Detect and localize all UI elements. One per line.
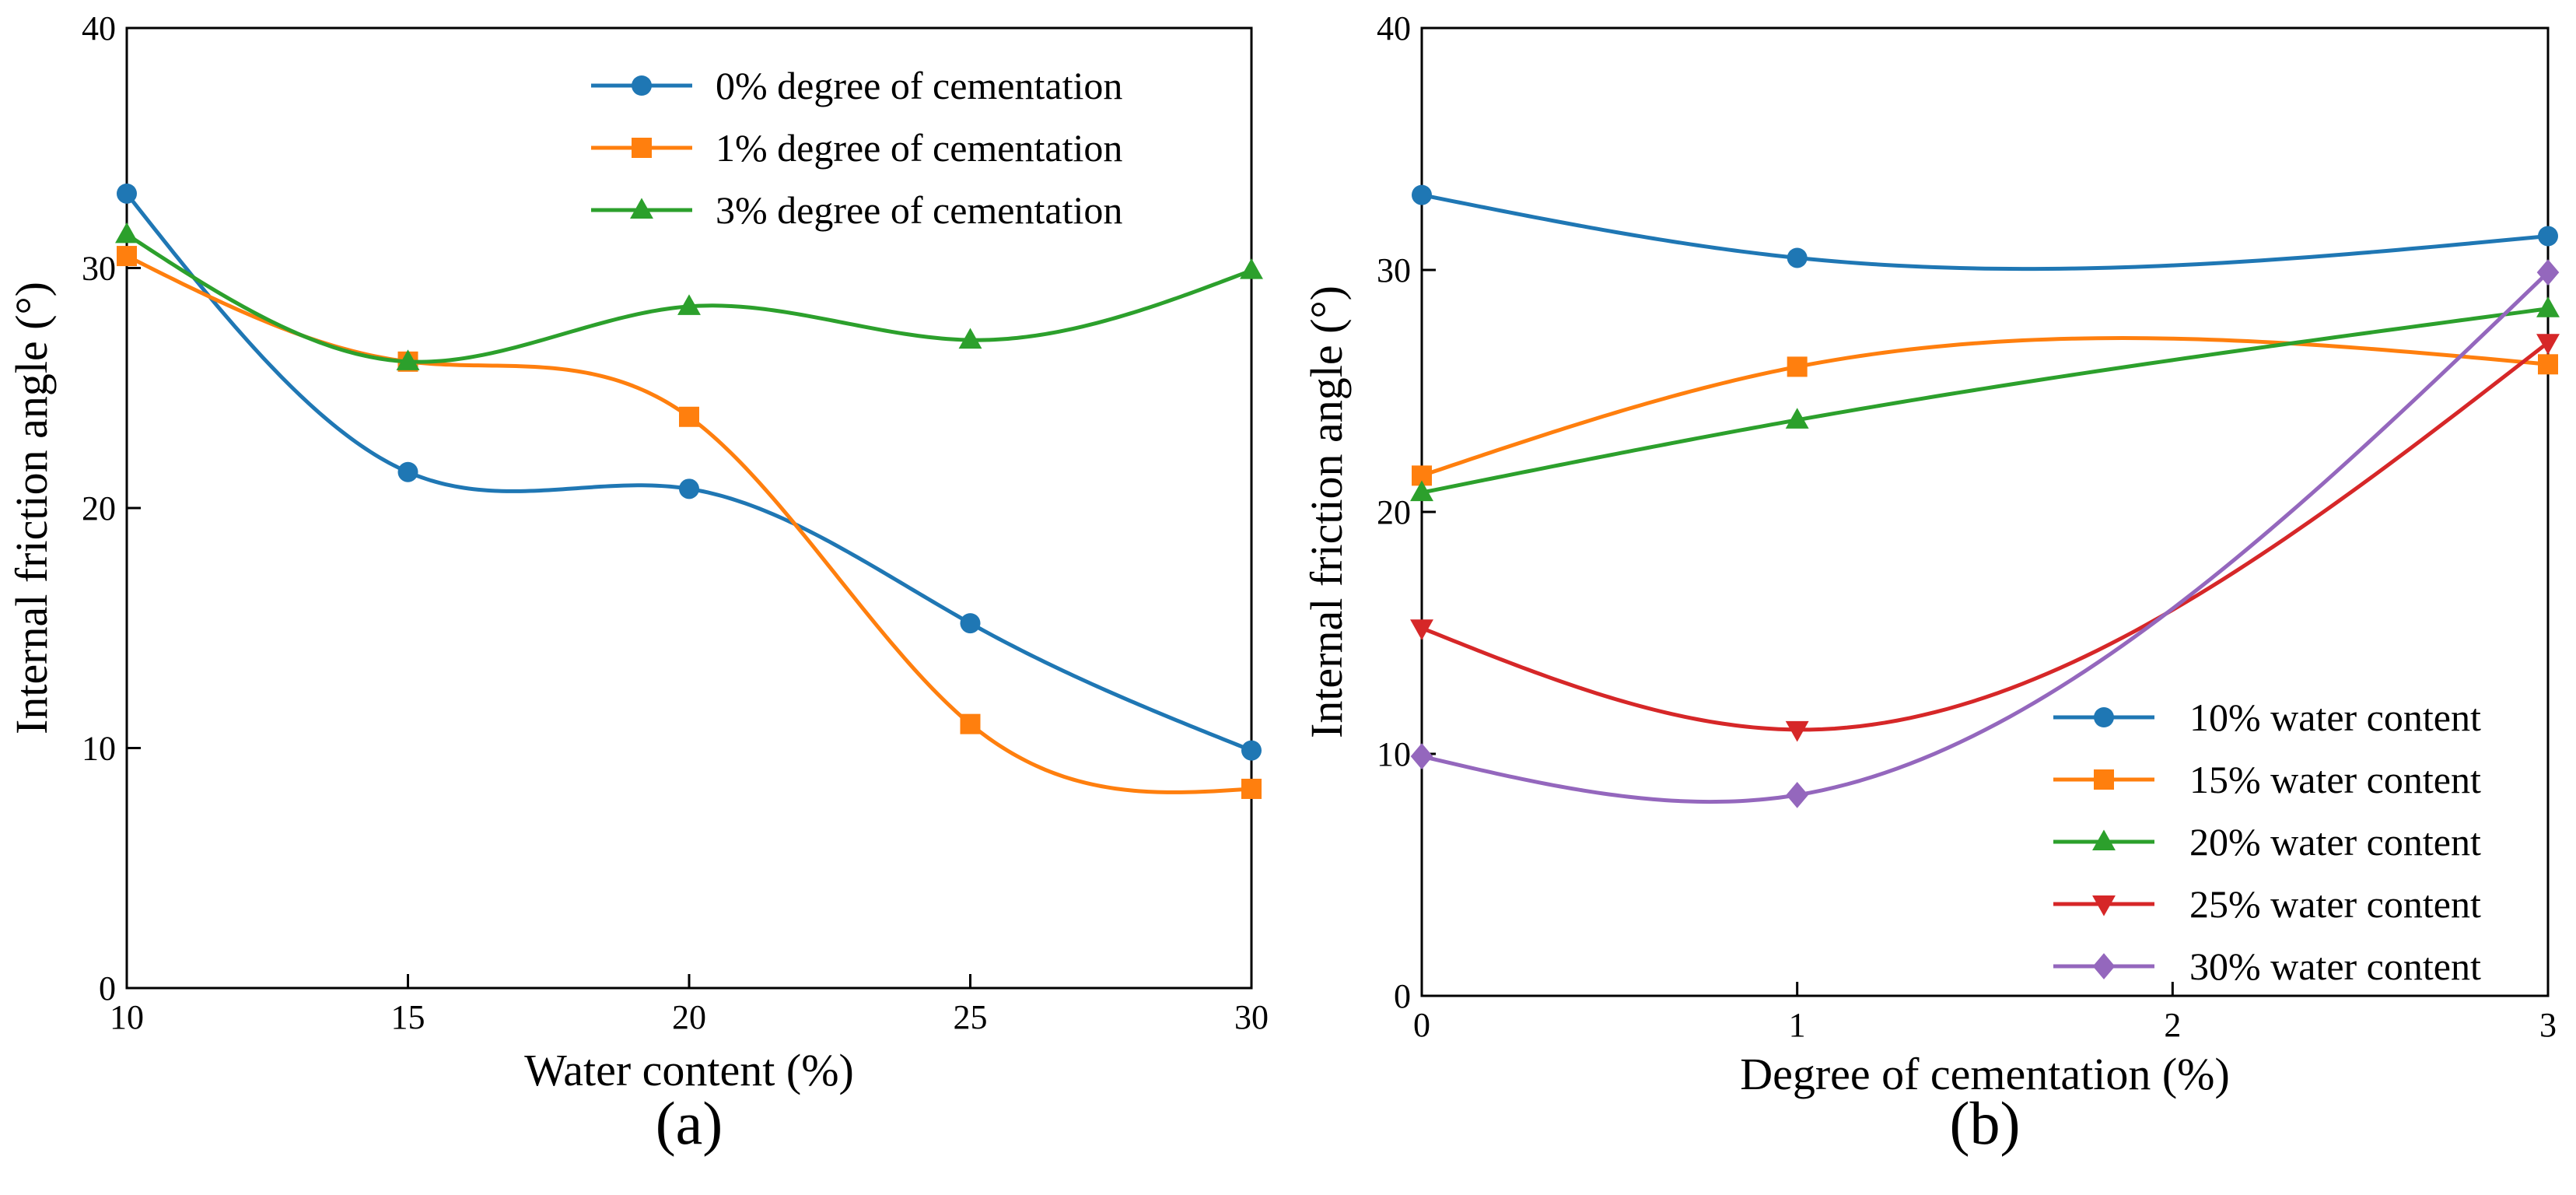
series-25-water-content <box>1410 334 2560 742</box>
data-point <box>960 713 981 734</box>
legend-marker <box>2092 829 2116 851</box>
legend-entry: 1% degree of cementation <box>591 126 1122 170</box>
legend-entry: 25% water content <box>2053 882 2481 926</box>
legend-marker <box>632 75 652 96</box>
legend-entry: 0% degree of cementation <box>591 64 1122 107</box>
data-point <box>396 349 420 370</box>
legend-label: 0% degree of cementation <box>716 64 1122 107</box>
data-point <box>1410 480 1433 502</box>
data-point <box>1787 356 1808 377</box>
x-tick-label: 25 <box>954 998 988 1036</box>
y-tick-label: 40 <box>1377 9 1411 47</box>
data-point <box>679 478 699 499</box>
series-3-degree-of-cementation <box>115 222 1263 370</box>
legend: 10% water content 15% water content 20% wa… <box>2053 696 2481 988</box>
data-point <box>2536 296 2560 317</box>
legend: 0% degree of cementation 1% degree of cem… <box>591 64 1122 232</box>
x-axis-label: Degree of cementation (%) <box>1740 1049 2230 1099</box>
data-point <box>2536 334 2560 355</box>
series-20-water-content <box>1410 296 2560 502</box>
legend-label: 30% water content <box>2189 944 2481 988</box>
x-tick-label: 0 <box>1413 1006 1430 1044</box>
x-tick-label: 1 <box>1789 1006 1806 1044</box>
legend-entry: 30% water content <box>2053 944 2481 988</box>
series-line <box>124 254 1254 794</box>
data-point <box>117 246 137 267</box>
legend-marker <box>2094 707 2114 727</box>
data-point <box>958 328 982 349</box>
series-15-water-content <box>1412 336 2558 486</box>
panel-label: (a) <box>656 1089 723 1157</box>
data-point <box>1785 720 1809 742</box>
legend-entry: 20% water content <box>2053 820 2481 864</box>
series-10-water-content <box>1412 184 2558 272</box>
y-axis-label: Internal friction angle (°) <box>1301 286 1352 738</box>
series-0-degree-of-cementation <box>117 183 1262 761</box>
legend-entry: 10% water content <box>2053 696 2481 739</box>
series-line <box>124 191 1254 753</box>
series-line <box>1419 336 2550 478</box>
y-tick-label: 30 <box>1377 251 1411 289</box>
data-point <box>2538 226 2558 247</box>
legend-marker <box>2094 769 2114 790</box>
data-point <box>1410 743 1433 770</box>
legend-label: 20% water content <box>2189 820 2481 864</box>
legend-label: 3% degree of cementation <box>716 188 1122 232</box>
legend-marker <box>2092 895 2116 916</box>
legend-marker <box>630 198 653 219</box>
y-tick-label: 40 <box>82 9 116 47</box>
data-point <box>2538 354 2558 375</box>
data-point <box>115 222 138 244</box>
series-line <box>1419 307 2550 495</box>
x-tick-label: 15 <box>391 998 425 1036</box>
series-line <box>1419 193 2550 272</box>
series-line <box>1419 340 2550 732</box>
data-point <box>1786 781 1808 808</box>
y-tick-label: 20 <box>82 489 116 527</box>
y-tick-label: 30 <box>82 250 116 288</box>
legend-label: 25% water content <box>2189 882 2481 926</box>
data-point <box>1241 740 1262 761</box>
data-point <box>1410 619 1433 640</box>
data-point <box>960 613 981 634</box>
data-point <box>1412 184 1432 205</box>
data-point <box>1785 408 1809 429</box>
y-tick-label: 0 <box>99 969 116 1008</box>
x-tick-label: 20 <box>672 998 706 1036</box>
data-point <box>1240 258 1263 279</box>
x-tick-label: 3 <box>2539 1006 2557 1044</box>
data-point <box>1241 778 1262 799</box>
data-point <box>677 294 701 315</box>
y-tick-label: 10 <box>82 730 116 768</box>
y-axis-label: Internal friction angle (°) <box>6 282 57 734</box>
panel-label: (b) <box>1950 1089 2021 1157</box>
x-tick-label: 10 <box>110 998 144 1036</box>
data-point <box>397 461 418 482</box>
x-tick-label: 30 <box>1234 998 1269 1036</box>
y-tick-label: 10 <box>1377 735 1411 773</box>
y-tick-label: 20 <box>1377 493 1411 531</box>
x-tick-label: 2 <box>2164 1006 2181 1044</box>
legend-label: 15% water content <box>2189 758 2481 801</box>
legend-marker <box>632 138 652 158</box>
legend-entry: 15% water content <box>2053 758 2481 801</box>
data-point <box>679 406 699 427</box>
series-30-water-content <box>1410 259 2560 808</box>
data-point <box>117 183 137 204</box>
data-point <box>2536 259 2560 286</box>
legend-entry: 3% degree of cementation <box>591 188 1122 232</box>
legend-label: 1% degree of cementation <box>716 126 1122 170</box>
x-axis-label: Water content (%) <box>524 1045 854 1095</box>
y-tick-label: 0 <box>1394 977 1411 1015</box>
plot-frame <box>125 26 1253 990</box>
legend-marker <box>2092 953 2116 979</box>
legend-label: 10% water content <box>2189 696 2481 739</box>
data-point <box>1787 247 1808 268</box>
